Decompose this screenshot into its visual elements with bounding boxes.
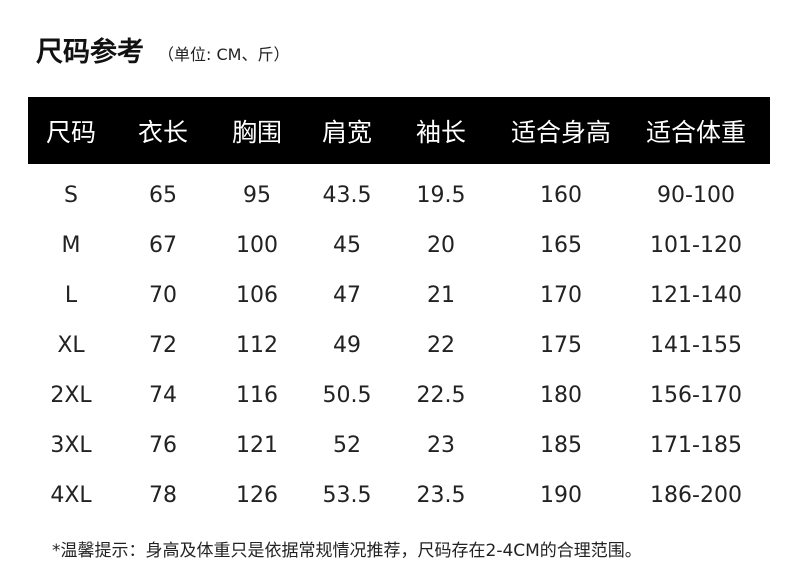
table-cell: 23 bbox=[427, 433, 455, 458]
table-cell: 45 bbox=[333, 233, 361, 258]
table-cell: 101-120 bbox=[650, 233, 742, 258]
table-cell: S bbox=[64, 183, 78, 208]
table-cell: 190 bbox=[540, 483, 582, 508]
table-cell: 186-200 bbox=[650, 483, 742, 508]
table-cell: 2XL bbox=[50, 383, 92, 408]
column-header: 肩宽 bbox=[321, 118, 373, 147]
table-cell: 19.5 bbox=[416, 183, 466, 208]
table-cell: 180 bbox=[540, 383, 582, 408]
table-cell: 78 bbox=[149, 483, 177, 508]
table-header: 尺码 衣长 胸围 肩宽 袖长 适合身高 适合体重 bbox=[28, 97, 770, 164]
table-cell: L bbox=[64, 283, 78, 308]
table-cell: 116 bbox=[236, 383, 278, 408]
table-cell: 171-185 bbox=[650, 433, 742, 458]
table-cell: 65 bbox=[149, 183, 177, 208]
table-cell: 72 bbox=[149, 333, 177, 358]
table-row: M 67 100 45 20 165 101-120 bbox=[0, 233, 790, 283]
table-cell: 22 bbox=[427, 333, 455, 358]
column-header: 胸围 bbox=[231, 118, 283, 147]
table-cell: 90-100 bbox=[657, 183, 735, 208]
footnote: *温馨提示：身高及体重只是依据常规情况推荐，尺码存在2-4CM的合理范围。 bbox=[52, 541, 642, 561]
unit-note: （单位: CM、斤） bbox=[158, 45, 290, 64]
table-cell: 165 bbox=[540, 233, 582, 258]
table-cell: 95 bbox=[243, 183, 271, 208]
column-header: 适合身高 bbox=[510, 118, 612, 147]
table-cell: 74 bbox=[149, 383, 177, 408]
column-header: 衣长 bbox=[137, 118, 189, 147]
table-cell: M bbox=[61, 233, 81, 258]
table-cell: 76 bbox=[149, 433, 177, 458]
table-cell: 141-155 bbox=[650, 333, 742, 358]
table-cell: 70 bbox=[149, 283, 177, 308]
table-cell: 53.5 bbox=[322, 483, 372, 508]
table-cell: 67 bbox=[149, 233, 177, 258]
table-cell: 185 bbox=[540, 433, 582, 458]
table-row: S 65 95 43.5 19.5 160 90-100 bbox=[0, 183, 790, 233]
table-cell: 126 bbox=[236, 483, 278, 508]
table-cell: 43.5 bbox=[322, 183, 372, 208]
table-cell: 3XL bbox=[50, 433, 92, 458]
table-cell: 160 bbox=[540, 183, 582, 208]
column-header: 袖长 bbox=[415, 118, 467, 147]
table-cell: 156-170 bbox=[650, 383, 742, 408]
table-row: XL 72 112 49 22 175 141-155 bbox=[0, 333, 790, 383]
table-cell: 20 bbox=[427, 233, 455, 258]
table-cell: 121-140 bbox=[650, 283, 742, 308]
table-cell: 170 bbox=[540, 283, 582, 308]
table-cell: 50.5 bbox=[322, 383, 372, 408]
table-cell: 22.5 bbox=[416, 383, 466, 408]
table-cell: 47 bbox=[333, 283, 361, 308]
table-cell: 52 bbox=[333, 433, 361, 458]
table-cell: 23.5 bbox=[416, 483, 466, 508]
table-row: 3XL 76 121 52 23 185 171-185 bbox=[0, 433, 790, 483]
table-cell: XL bbox=[57, 333, 85, 358]
table-cell: 106 bbox=[236, 283, 278, 308]
table-row: 4XL 78 126 53.5 23.5 190 186-200 bbox=[0, 483, 790, 533]
table-cell: 49 bbox=[333, 333, 361, 358]
table-cell: 4XL bbox=[50, 483, 92, 508]
table-cell: 121 bbox=[236, 433, 278, 458]
page-title: 尺码参考 bbox=[36, 37, 144, 68]
table-row: L 70 106 47 21 170 121-140 bbox=[0, 283, 790, 333]
table-cell: 175 bbox=[540, 333, 582, 358]
table-cell: 21 bbox=[427, 283, 455, 308]
table-row: 2XL 74 116 50.5 22.5 180 156-170 bbox=[0, 383, 790, 433]
column-header: 适合体重 bbox=[645, 118, 747, 147]
table-cell: 112 bbox=[236, 333, 278, 358]
column-header: 尺码 bbox=[45, 118, 97, 147]
table-cell: 100 bbox=[236, 233, 278, 258]
